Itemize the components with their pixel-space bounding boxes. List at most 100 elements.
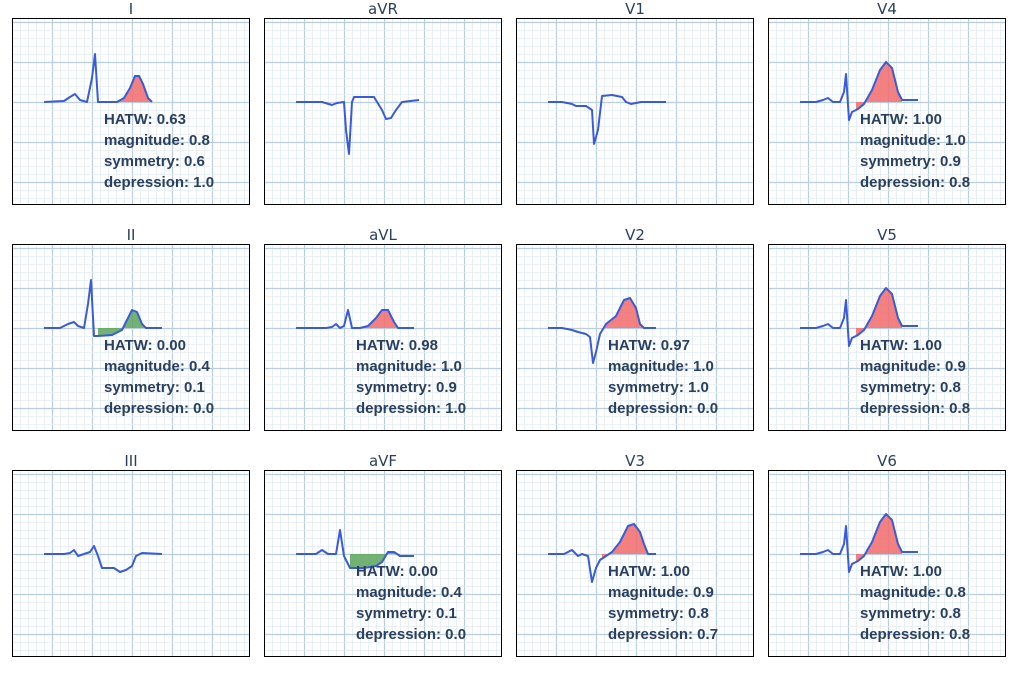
elevation-area	[602, 298, 656, 331]
metric-depression: depression: 0.0	[356, 626, 466, 643]
ecg-trace	[548, 297, 656, 364]
lead-plot: HATW: 0.00 magnitude: 0.4 symmetry: 0.1 dep…	[12, 244, 250, 431]
lead-title: aVR	[368, 0, 398, 18]
metric-symmetry: symmetry: 0.8	[608, 605, 709, 622]
metric-magnitude: magnitude: 0.4	[104, 358, 211, 375]
ecg-trace	[296, 529, 414, 569]
elevation-area	[602, 524, 656, 559]
ecg-grid	[12, 244, 250, 431]
lead-plot	[264, 18, 502, 205]
metric-symmetry: symmetry: 1.0	[608, 379, 709, 396]
metric-magnitude: magnitude: 1.0	[356, 358, 462, 375]
lead-title: V4	[877, 0, 897, 18]
panel-frame	[768, 18, 1006, 205]
lead-panel-ii: II HATW: 0.00 magnitude: 0.4 symmetry: 0.1 d…	[12, 226, 250, 431]
ecg-trace	[800, 513, 918, 573]
lead-title: II	[126, 226, 136, 244]
ecg-grid	[12, 470, 250, 657]
lead-title: V3	[625, 452, 645, 470]
metric-hatw: HATW: 0.97	[608, 337, 690, 354]
metric-hatw: HATW: 0.00	[104, 337, 186, 354]
metric-depression: depression: 1.0	[104, 174, 214, 191]
ecg-trace	[296, 309, 414, 329]
metric-depression: depression: 0.7	[608, 626, 718, 643]
metric-magnitude: magnitude: 0.9	[860, 358, 966, 375]
lead-plot	[516, 18, 754, 205]
lead-title: V5	[877, 226, 897, 244]
panel-frame	[516, 244, 754, 431]
metric-hatw: HATW: 1.00	[608, 563, 690, 580]
lead-title: V1	[625, 0, 645, 18]
lead-panel-v1: V1	[516, 0, 754, 205]
lead-panel-v2: V2 HATW: 0.97 magnitude: 1.0 symmetry: 1.0 d…	[516, 226, 754, 431]
metric-symmetry: symmetry: 0.1	[356, 605, 457, 622]
panel-frame	[768, 470, 1006, 657]
ecg-trace	[800, 61, 918, 121]
metric-symmetry: symmetry: 0.8	[860, 605, 961, 622]
lead-title: I	[128, 0, 134, 18]
metric-magnitude: magnitude: 0.8	[860, 584, 966, 601]
ecg-trace	[800, 287, 918, 347]
ecg-trace	[548, 523, 656, 583]
lead-panel-v6: V6 HATW: 1.00 magnitude: 0.8 symmetry: 0.8 d…	[768, 452, 1006, 657]
lead-plot: HATW: 1.00 magnitude: 0.8 symmetry: 0.8 dep…	[768, 470, 1006, 657]
panel-frame	[264, 470, 502, 657]
lead-panel-iii: III	[12, 452, 250, 657]
lead-panel-v5: V5 HATW: 1.00 magnitude: 0.9 symmetry: 0.8 d…	[768, 226, 1006, 431]
metric-depression: depression: 0.8	[860, 400, 970, 417]
lead-plot: HATW: 1.00 magnitude: 0.9 symmetry: 0.8 dep…	[516, 470, 754, 657]
ecg-grid	[12, 18, 250, 205]
metric-hatw: HATW: 1.00	[860, 563, 942, 580]
metric-magnitude: magnitude: 1.0	[608, 358, 714, 375]
lead-title: III	[124, 452, 138, 470]
ecg-trace	[296, 96, 420, 155]
metric-symmetry: symmetry: 0.8	[860, 379, 961, 396]
lead-plot	[12, 470, 250, 657]
lead-plot: HATW: 0.00 magnitude: 0.4 symmetry: 0.1 dep…	[264, 470, 502, 657]
metric-depression: depression: 0.0	[608, 400, 718, 417]
ecg-grid	[516, 18, 754, 205]
lead-panel-avf: aVF HATW: 0.00 magnitude: 0.4 symmetry: 0.1…	[264, 452, 502, 657]
lead-panel-v4: V4 HATW: 1.00 magnitude: 1.0 symmetry: 0.9 d…	[768, 0, 1006, 205]
lead-panel-avl: aVL HATW: 0.98 magnitude: 1.0 symmetry: 0.9…	[264, 226, 502, 431]
lead-plot: HATW: 0.63 magnitude: 0.8 symmetry: 0.6 dep…	[12, 18, 250, 205]
metric-depression: depression: 0.0	[104, 400, 214, 417]
metric-hatw: HATW: 1.00	[860, 111, 942, 128]
lead-title: aVL	[369, 226, 397, 244]
panel-frame	[264, 244, 502, 431]
depression-area	[350, 552, 400, 568]
lead-title: aVF	[368, 452, 398, 470]
metric-symmetry: symmetry: 0.1	[104, 379, 205, 396]
metric-hatw: HATW: 0.63	[104, 111, 186, 128]
metric-symmetry: symmetry: 0.9	[356, 379, 457, 396]
ecg-grid	[768, 470, 1006, 657]
lead-panel-avr: aVR	[264, 0, 502, 205]
panel-frame	[12, 470, 250, 657]
lead-plot: HATW: 0.98 magnitude: 1.0 symmetry: 0.9 dep…	[264, 244, 502, 431]
lead-panel-i: I HATW: 0.63 magnitude: 0.8 symmetry: 0.6 de…	[12, 0, 250, 205]
ecg-grid	[768, 18, 1006, 205]
lead-plot: HATW: 1.00 magnitude: 0.9 symmetry: 0.8 dep…	[768, 244, 1006, 431]
lead-panel-v3: V3 HATW: 1.00 magnitude: 0.9 symmetry: 0.8 d…	[516, 452, 754, 657]
metric-symmetry: symmetry: 0.6	[104, 153, 205, 170]
panel-frame	[264, 18, 502, 205]
metric-depression: depression: 0.8	[860, 626, 970, 643]
ecg-trace	[44, 279, 162, 337]
panel-frame	[516, 470, 754, 657]
ecg-grid	[264, 18, 502, 205]
depression-area	[98, 310, 146, 336]
lead-title: V6	[877, 452, 897, 470]
ecg-grid	[516, 470, 754, 657]
ecg-trace	[44, 545, 163, 573]
metric-hatw: HATW: 0.98	[356, 337, 438, 354]
panel-frame	[516, 18, 754, 205]
metric-hatw: HATW: 0.00	[356, 563, 438, 580]
metric-magnitude: magnitude: 0.9	[608, 584, 714, 601]
lead-plot: HATW: 0.97 magnitude: 1.0 symmetry: 1.0 dep…	[516, 244, 754, 431]
ecg-grid	[516, 244, 754, 431]
lead-title: V2	[625, 226, 645, 244]
metric-depression: depression: 0.8	[860, 174, 970, 191]
metric-magnitude: magnitude: 0.4	[356, 584, 463, 601]
ecg-trace	[43, 53, 153, 103]
